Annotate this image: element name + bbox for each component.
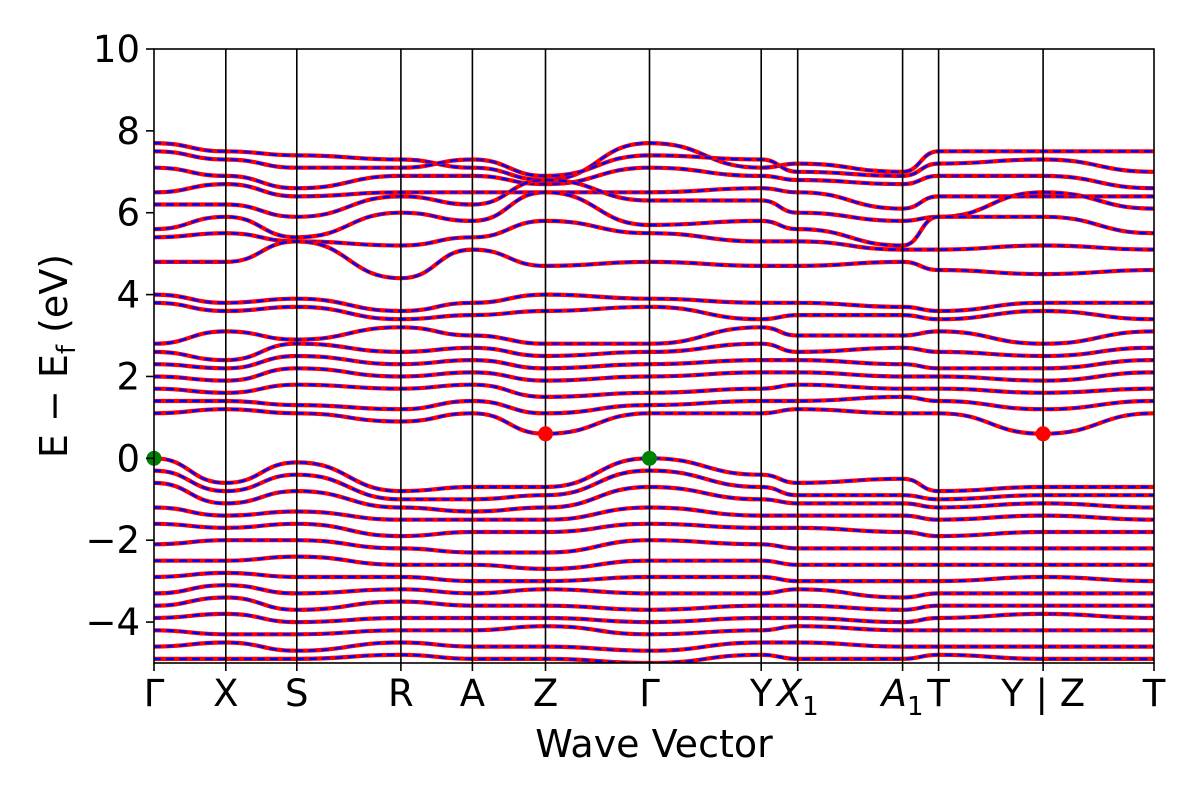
y-tick-label: 8 [116,110,140,153]
x-tick-label: T [1142,672,1166,715]
y-axis-title-subscript: f [52,344,82,354]
x-tick-label: Γ [639,672,660,715]
x-tick-label: A [460,672,485,715]
x-tick-label: Γ [144,672,165,715]
x-tick-label: A1 [880,672,924,722]
y-tick-label: 0 [116,437,140,480]
conduction-band-2-dashed [154,150,1154,178]
conduction-band-17-dashed [154,407,1154,436]
x-tick-label: Y [749,672,773,715]
cbm-marker-4 [1035,426,1051,442]
y-tick-label: 4 [116,274,140,317]
conduction-band-3-dashed [154,166,1154,190]
y-tick-label: 10 [93,28,140,71]
y-axis-title-main: E − E [32,354,76,458]
y-axis-title: E − Ef (eV) [32,254,82,458]
y-tick-label: −4 [85,601,140,644]
x-tick-label: T [926,672,950,715]
conduction-band-8-dashed [154,240,1154,280]
x-axis-title: Wave Vector [535,722,773,766]
x-tick-label: X [213,672,238,715]
y-axis-title-unit: (eV) [32,254,76,345]
vbm-marker-2 [642,450,657,466]
y-axis-ticks: −4 −2 0 2 4 6 8 10 [85,28,154,644]
x-tick-label: Z [533,672,558,715]
y-tick-label: 6 [116,192,140,235]
y-tick-label: −2 [85,519,140,562]
y-tick-label: 2 [116,355,140,398]
conduction-band-10-line [154,300,1154,322]
x-tick-label: X1 [775,672,819,722]
x-tick-label: S [285,672,309,715]
high-symmetry-lines [225,49,1044,663]
x-tick-label: Y | Z [1000,672,1085,715]
x-tick-label: R [388,672,414,715]
plot-frame [153,48,1155,664]
cbm-marker-3 [538,426,553,442]
